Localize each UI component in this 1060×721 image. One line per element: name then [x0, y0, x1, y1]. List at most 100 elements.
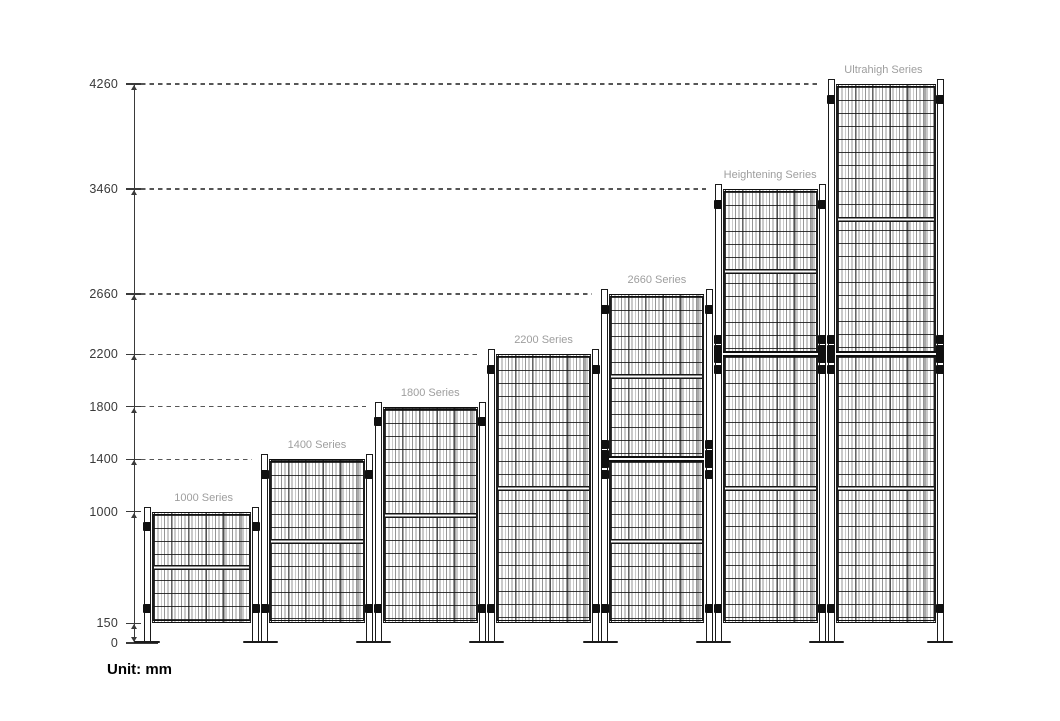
dimension-dash-line — [141, 353, 479, 355]
seam-bracket — [936, 345, 945, 364]
seam-bracket — [600, 450, 609, 469]
post-clamp — [936, 94, 945, 104]
series-label: Heightening Series — [723, 168, 817, 181]
axis-tick-mark — [126, 406, 141, 408]
axis-arrow-icon — [131, 294, 138, 300]
post-clamp — [251, 522, 260, 532]
axis-tick-mark — [126, 83, 141, 85]
post-clamp — [818, 334, 827, 344]
axis-tick-label: 2660 — [89, 286, 118, 301]
axis-tick-label: 2200 — [89, 347, 118, 362]
post-clamp — [591, 364, 600, 374]
fence-post-right — [592, 349, 600, 643]
post-clamp — [365, 469, 374, 479]
post-clamp — [600, 603, 609, 613]
post-clamp — [143, 522, 151, 532]
post-clamp — [260, 603, 269, 613]
post-clamp — [251, 603, 260, 613]
axis-tick-label: 3460 — [89, 181, 118, 196]
fence-post-foot — [251, 640, 278, 643]
axis-arrow-icon — [131, 637, 138, 642]
seam-bracket — [818, 345, 827, 364]
seam-bracket — [827, 345, 836, 364]
post-clamp — [714, 199, 722, 209]
post-clamp — [478, 603, 487, 613]
post-clamp — [818, 199, 827, 209]
fence-post-foot — [927, 640, 954, 643]
axis-line — [134, 84, 136, 643]
post-clamp — [827, 334, 836, 344]
axis-tick-label: 4260 — [89, 77, 118, 91]
dimension-dash-line — [141, 83, 819, 85]
series-label: 1000 Series — [174, 491, 233, 504]
axis-tick-label: 0 — [110, 636, 118, 650]
post-clamp — [714, 334, 722, 344]
post-clamp — [705, 304, 713, 314]
axis-tick-mark — [126, 188, 141, 190]
post-clamp — [714, 364, 722, 374]
post-clamp — [260, 469, 269, 479]
series-label: Ultrahigh Series — [844, 64, 923, 76]
dimension-dash-line — [141, 188, 706, 190]
series-label: 2660 Series — [627, 273, 687, 286]
panel-seam — [722, 351, 818, 358]
mesh-reinforcement-rail — [384, 512, 476, 518]
seam-bracket — [705, 450, 713, 469]
mesh-reinforcement-rail — [837, 486, 934, 492]
post-clamp — [600, 304, 609, 314]
mesh-reinforcement-rail — [153, 565, 250, 571]
post-clamp — [705, 439, 713, 449]
axis-tick-mark — [126, 622, 141, 624]
fence-post-left — [261, 454, 269, 643]
post-clamp — [936, 364, 945, 374]
mesh-reinforcement-rail — [611, 374, 703, 380]
post-clamp — [478, 417, 487, 427]
fence-post-left — [714, 183, 722, 643]
fence-post-foot — [818, 640, 845, 643]
post-clamp — [818, 603, 827, 613]
post-clamp — [714, 603, 722, 613]
post-clamp — [365, 603, 374, 613]
fence-post-foot — [705, 640, 731, 643]
mesh-reinforcement-rail — [611, 538, 703, 544]
post-clamp — [600, 469, 609, 479]
unit-label: Unit: mm — [107, 661, 172, 678]
fence-post-left — [487, 349, 495, 643]
post-clamp — [705, 469, 713, 479]
post-clamp — [374, 603, 383, 613]
series-label: 2200 Series — [514, 334, 573, 347]
mesh-reinforcement-rail — [837, 216, 934, 222]
post-clamp — [487, 364, 496, 374]
mesh-reinforcement-rail — [271, 538, 363, 544]
axis-arrow-icon — [131, 407, 138, 413]
mesh-reinforcement-rail — [724, 269, 816, 275]
post-clamp — [936, 603, 945, 613]
post-clamp — [487, 603, 496, 613]
post-clamp — [374, 417, 383, 427]
mesh-reinforcement-rail — [497, 486, 590, 492]
axis-tick-label: 1800 — [89, 399, 118, 414]
fence-post-right — [365, 454, 373, 643]
fence-post-foot — [591, 640, 618, 643]
series-label: 1800 Series — [400, 386, 460, 399]
axis-tick-label: 150 — [96, 616, 118, 631]
axis-tick-mark — [126, 458, 141, 460]
panel-seam — [835, 351, 936, 358]
axis-tick-mark — [126, 353, 141, 355]
post-clamp — [827, 603, 836, 613]
dimension-dash-line — [141, 406, 366, 408]
axis-arrow-icon — [131, 355, 138, 361]
axis-arrow-icon — [131, 85, 138, 90]
post-clamp — [936, 334, 945, 344]
post-clamp — [818, 364, 827, 374]
mesh-reinforcement-rail — [724, 486, 816, 492]
post-clamp — [591, 603, 600, 613]
post-clamp — [143, 603, 151, 613]
post-clamp — [827, 364, 836, 374]
post-clamp — [827, 94, 836, 104]
series-label: 1400 Series — [287, 439, 347, 452]
fence-post-foot — [134, 640, 160, 643]
axis-arrow-icon — [131, 189, 138, 195]
